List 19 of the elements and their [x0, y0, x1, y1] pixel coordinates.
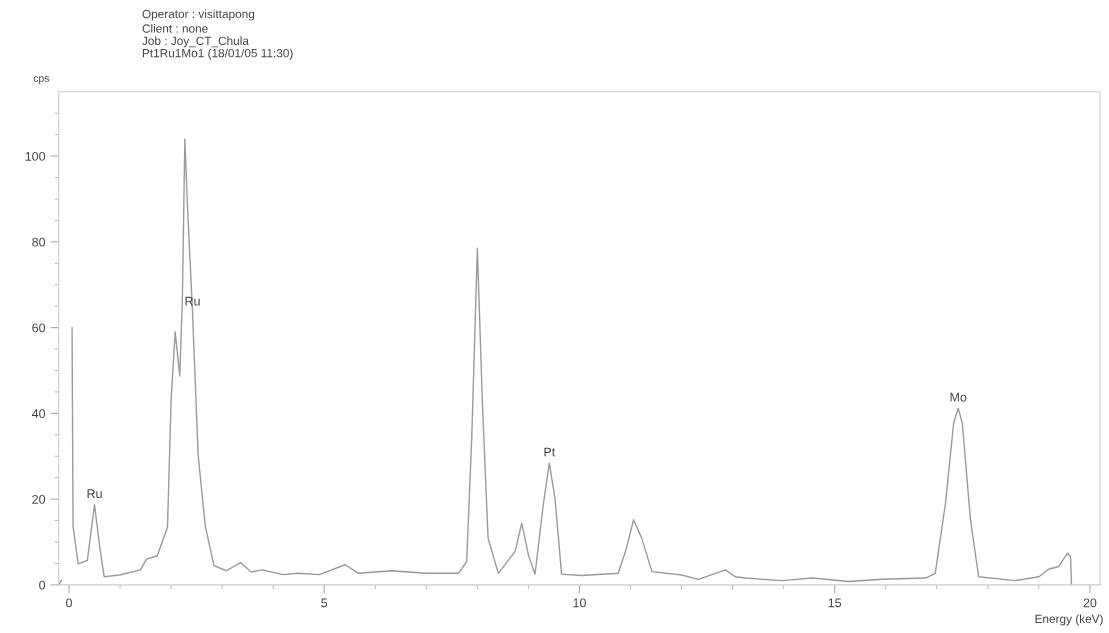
y-tick-label: 80	[32, 237, 46, 247]
annotation: Ru	[87, 489, 102, 499]
annotation: Pt	[544, 447, 556, 457]
chart-subtitle: Client : none Job : Joy_CT_Chula Pt1Ru1Mo1 (18/01/05 11:30)	[142, 24, 293, 60]
x-tick-label: 20	[1083, 598, 1097, 608]
y-tick-label: 40	[31, 409, 46, 419]
annotation: Mo	[950, 392, 967, 402]
y-tick-label: 60	[32, 323, 46, 333]
x-tick-label: 0	[66, 598, 72, 608]
x-tick-label: 10	[573, 598, 586, 608]
y-axis-title: cps	[33, 76, 50, 84]
y-tick-label: 20	[32, 494, 46, 504]
y-tick-label: 0	[39, 580, 46, 590]
x-tick-label: 15	[828, 598, 842, 608]
y-tick-label: 100	[25, 151, 46, 161]
annotation: Ru	[185, 296, 200, 306]
x-axis-title: Energy (keV)	[1035, 614, 1103, 626]
x-tick-label: 5	[321, 598, 328, 608]
chart-title: Operator : visittapong	[142, 9, 255, 21]
